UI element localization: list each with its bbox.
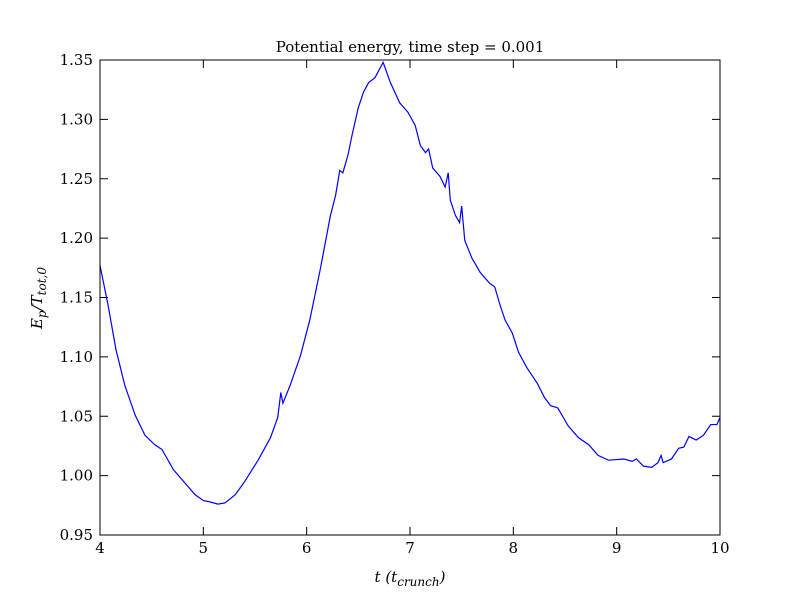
y-label-part: E: [28, 318, 46, 330]
x-tick-label: 10: [710, 539, 729, 557]
y-tick-label: 1.15: [60, 289, 93, 307]
data-line: [99, 60, 721, 505]
x-tick-label: 9: [612, 539, 622, 557]
y-tick-label: 1.35: [60, 51, 93, 69]
y-tick-label: 1.05: [60, 407, 93, 425]
x-tick-label: 4: [95, 539, 105, 557]
y-label-sub: p: [35, 310, 49, 318]
y-tick-label: 1.20: [60, 229, 93, 247]
x-tick-label: 5: [199, 539, 209, 557]
y-label-part: /T: [28, 294, 46, 312]
x-label-part: t: [375, 568, 382, 586]
y-tick-label: 0.95: [60, 526, 93, 544]
chart-title: Potential energy, time step = 0.001: [276, 38, 545, 56]
plot-frame: [99, 59, 721, 536]
y-label-sub: tot,0: [35, 267, 49, 296]
x-tick-label: 7: [405, 539, 415, 557]
x-axis-label: t (tcrunch): [375, 568, 446, 589]
x-label-part: ): [439, 568, 446, 586]
x-tick-label: 8: [509, 539, 519, 557]
x-label-part: (t: [381, 568, 399, 586]
y-tick-label: 1.30: [60, 110, 93, 128]
x-label-sub: crunch: [397, 575, 439, 589]
x-tick-label: 6: [302, 539, 312, 557]
y-axis-label: Ep/Ttot,0: [28, 267, 49, 330]
y-tick-label: 1.00: [60, 467, 93, 485]
y-tick-label: 1.10: [60, 348, 93, 366]
y-tick-label: 1.25: [60, 170, 93, 188]
